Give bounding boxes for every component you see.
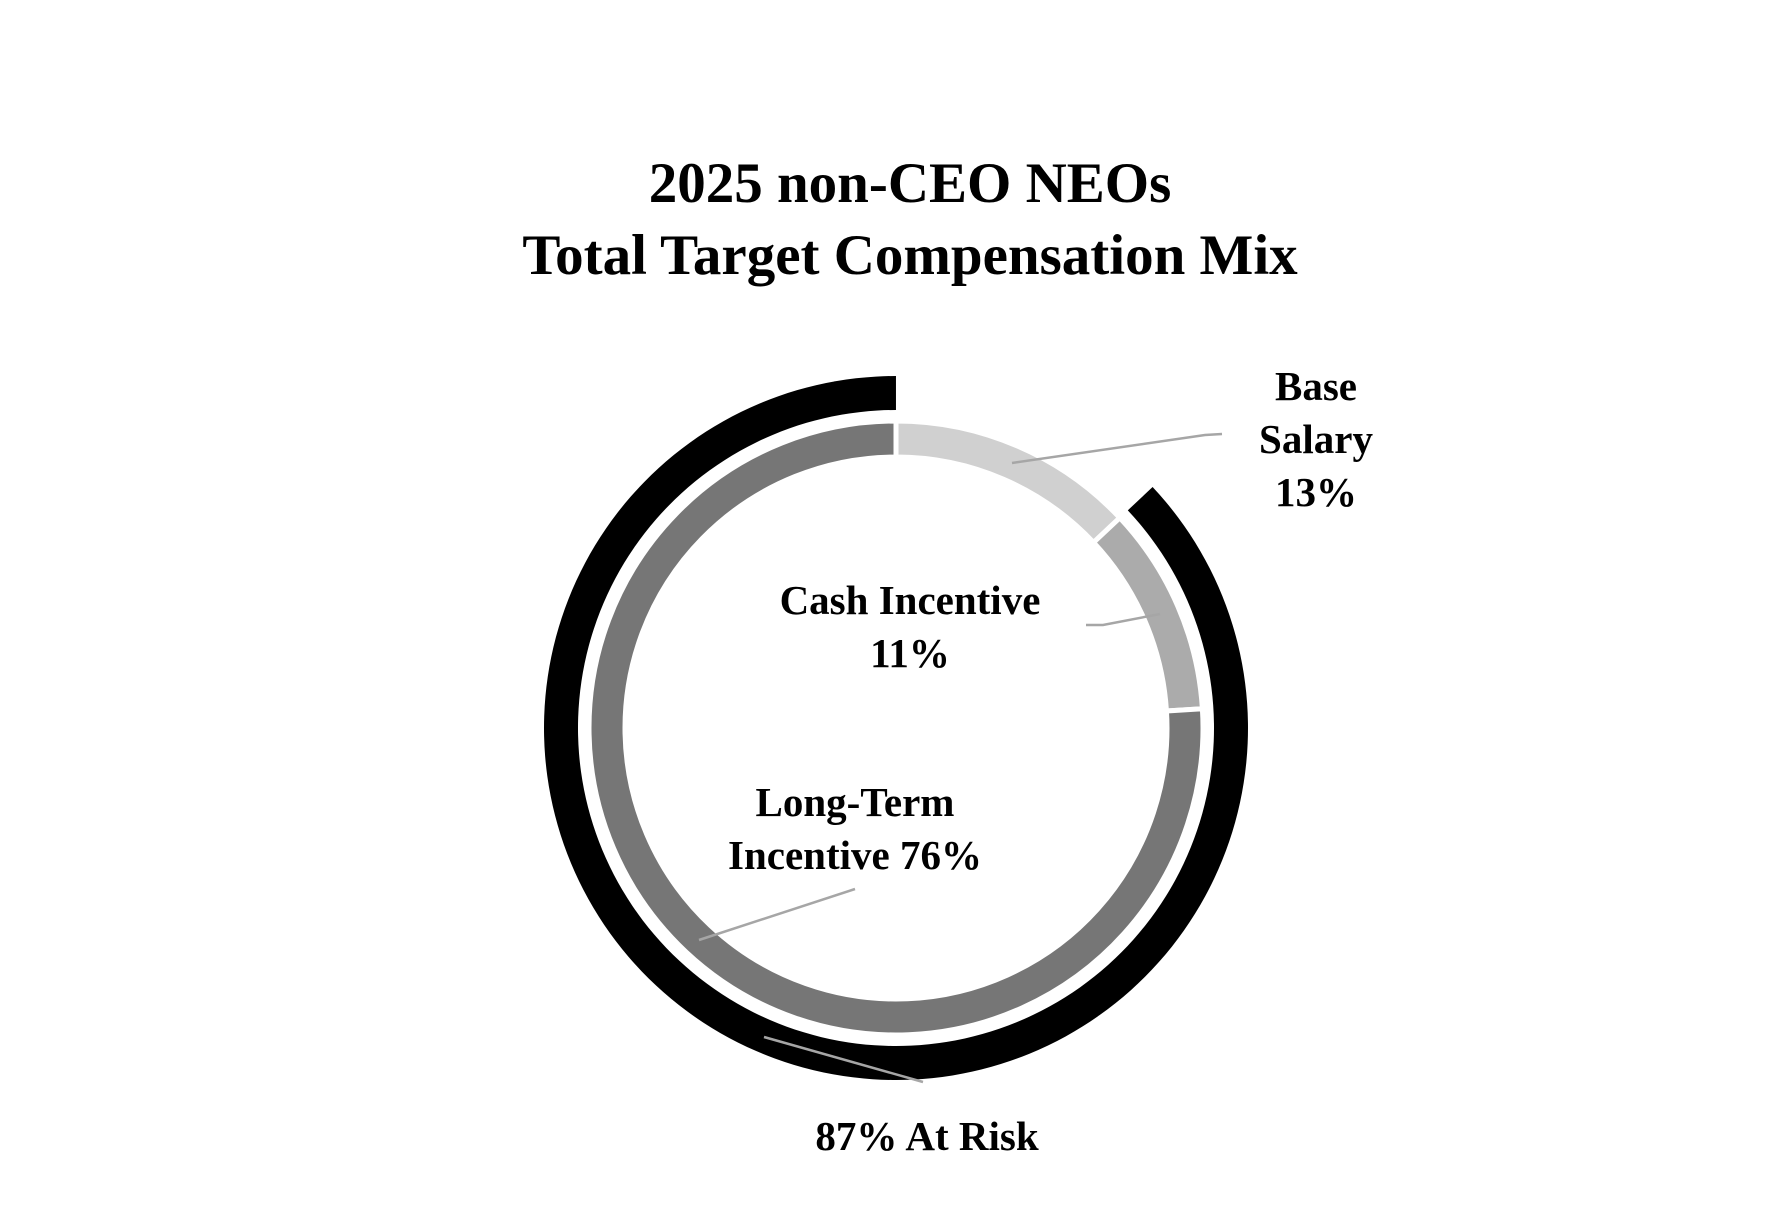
label-value: 87% xyxy=(815,1113,898,1159)
label-value: 11% xyxy=(870,630,950,676)
chart-title: 2025 non-CEO NEOs xyxy=(648,152,1172,215)
data-label: Cash Incentive 11% xyxy=(750,574,1070,680)
leader-line xyxy=(763,1035,924,1084)
ring-segment xyxy=(586,418,1206,1038)
leader-line xyxy=(1086,612,1161,627)
chart-subtitle: Total Target Compensation Mix xyxy=(522,224,1298,287)
ring-segment xyxy=(543,376,1248,1080)
data-label: Base Salary 13% xyxy=(1236,360,1396,519)
rings xyxy=(543,376,1248,1080)
label-name: Base Salary xyxy=(1259,363,1373,462)
data-label: 87% At Risk xyxy=(727,1110,1127,1163)
data-label: Long-Term Incentive 76% xyxy=(700,776,1010,882)
label-value: 76% xyxy=(899,832,982,878)
label-value: 13% xyxy=(1275,469,1357,515)
leader-line xyxy=(1011,432,1223,465)
leader-lines xyxy=(698,432,1223,1084)
ring-segment xyxy=(893,418,1124,547)
label-name: At Risk xyxy=(905,1113,1039,1159)
leader-line xyxy=(698,887,856,942)
label-name: Long-Term Incentive xyxy=(728,779,955,878)
label-name: Cash Incentive xyxy=(779,577,1041,623)
